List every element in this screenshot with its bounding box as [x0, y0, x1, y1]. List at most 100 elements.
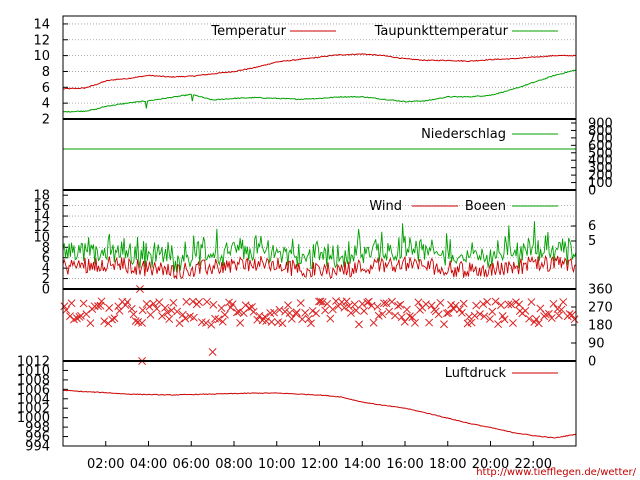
- direction-marker: [457, 308, 466, 317]
- pressure-y-tick-label: 996: [25, 430, 50, 445]
- direction-marker: [138, 318, 146, 327]
- legend-wind: Wind: [369, 199, 402, 214]
- x-tick-label: 22:00: [515, 457, 552, 472]
- temp-y-tick-label: 4: [42, 97, 50, 112]
- direction-marker: [532, 315, 541, 324]
- direction-marker: [131, 317, 140, 325]
- pressure-y-tick-label: 994: [25, 440, 50, 455]
- gust-line: [62, 221, 577, 273]
- dir-y-tick-label: 180: [588, 319, 613, 334]
- direction-marker: [158, 312, 167, 320]
- direction-marker: [217, 304, 226, 313]
- direction-marker: [60, 302, 69, 311]
- wind-y-tick-label: 12: [33, 220, 50, 235]
- direction-marker: [442, 309, 451, 318]
- direction-marker: [284, 301, 292, 310]
- direction-marker: [296, 299, 305, 308]
- pressure-y-tick-label: 1002: [17, 402, 50, 417]
- legend-luftdruck: Luftdruck: [445, 366, 507, 381]
- direction-marker: [301, 308, 310, 317]
- x-tick-label: 04:00: [130, 457, 167, 472]
- direction-marker: [570, 315, 579, 324]
- direction-marker: [218, 317, 227, 326]
- temp-y-tick-label: 10: [33, 49, 50, 64]
- pressure-line: [62, 389, 577, 439]
- direction-marker: [507, 300, 516, 309]
- direction-marker: [236, 318, 245, 327]
- direction-marker: [373, 302, 382, 311]
- pressure-y-tick-label: 1008: [17, 373, 50, 388]
- wind-right-tick-label: 6: [588, 219, 596, 234]
- direction-marker: [360, 307, 368, 315]
- direction-marker: [379, 299, 388, 308]
- precip-y-tick-label: 800: [588, 124, 613, 139]
- direction-marker: [436, 298, 445, 307]
- wind-line: [62, 254, 577, 280]
- direction-marker: [340, 303, 349, 312]
- direction-marker: [165, 315, 174, 324]
- direction-marker: [127, 304, 136, 313]
- direction-marker: [188, 297, 197, 306]
- direction-marker: [267, 317, 276, 326]
- direction-marker: [444, 308, 453, 317]
- direction-marker: [209, 300, 218, 309]
- wind-y-tick-label: 6: [42, 251, 50, 266]
- temp-y-tick-label: 8: [42, 65, 50, 80]
- dir-y-tick-label: 0: [588, 355, 596, 370]
- dewpoint-line: [62, 69, 577, 113]
- direction-marker: [207, 320, 216, 329]
- direction-marker: [146, 310, 155, 319]
- wind-y-tick-label: 2: [42, 272, 50, 287]
- direction-marker: [86, 319, 95, 328]
- direction-marker: [161, 303, 170, 312]
- direction-marker: [123, 298, 132, 307]
- direction-marker: [408, 313, 417, 322]
- direction-marker: [169, 298, 178, 307]
- direction-marker: [527, 298, 536, 306]
- direction-marker: [145, 302, 154, 311]
- direction-marker: [312, 309, 321, 318]
- direction-marker: [208, 348, 217, 356]
- precip-y-tick-label: 700: [588, 131, 613, 146]
- direction-marker: [554, 311, 563, 320]
- direction-marker: [270, 308, 279, 317]
- direction-marker: [504, 300, 513, 309]
- x-tick-label: 12:00: [301, 457, 338, 472]
- direction-marker: [405, 312, 414, 321]
- direction-marker: [287, 314, 296, 323]
- direction-marker: [352, 306, 361, 315]
- direction-marker: [292, 308, 301, 317]
- direction-marker: [129, 310, 138, 319]
- x-tick-label: 14:00: [344, 457, 381, 472]
- direction-marker: [175, 319, 184, 328]
- direction-marker: [369, 318, 378, 327]
- direction-marker: [321, 306, 330, 315]
- direction-marker: [108, 315, 117, 324]
- direction-marker: [181, 314, 190, 323]
- direction-marker: [344, 302, 353, 311]
- direction-marker: [249, 307, 258, 316]
- direction-marker: [228, 300, 237, 309]
- direction-marker: [378, 310, 387, 319]
- direction-marker: [326, 314, 335, 323]
- direction-marker: [387, 297, 396, 306]
- dir-y-tick-label: 270: [588, 301, 613, 316]
- precip-y-tick-label: 500: [588, 146, 613, 161]
- direction-marker: [364, 297, 373, 306]
- direction-marker: [77, 311, 85, 320]
- precip-y-tick-label: 600: [588, 139, 613, 154]
- direction-marker: [202, 318, 210, 327]
- direction-marker: [394, 302, 403, 310]
- precip-y-tick-label: 0: [588, 184, 596, 199]
- direction-marker: [485, 314, 494, 323]
- direction-marker: [497, 301, 505, 310]
- direction-marker: [525, 314, 534, 323]
- pressure-y-tick-label: 1010: [17, 364, 50, 379]
- x-tick-label: 02:00: [87, 457, 124, 472]
- precip-y-tick-label: 900: [588, 117, 613, 132]
- direction-marker: [260, 312, 269, 321]
- legend-taupunkt: Taupunkttemperatur: [374, 24, 509, 39]
- direction-marker: [94, 302, 102, 311]
